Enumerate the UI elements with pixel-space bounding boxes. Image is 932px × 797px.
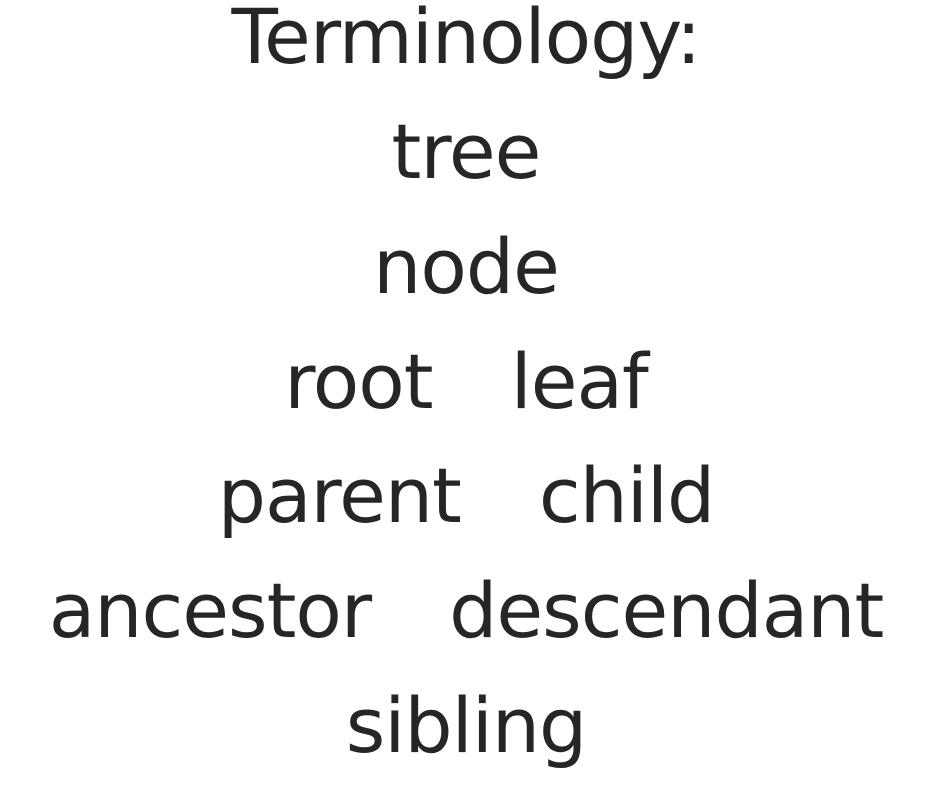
slide-title: Terminology: <box>231 0 702 81</box>
term-line-sibling: sibling <box>0 671 932 781</box>
term-tree: tree <box>391 107 542 196</box>
term-sibling: sibling <box>345 681 588 770</box>
term-root: root <box>284 337 433 426</box>
term-line-tree: tree <box>0 97 932 207</box>
term-node: node <box>373 222 560 311</box>
term-leaf: leaf <box>510 337 649 426</box>
term-line-ancestor-descendant: ancestor descendant <box>0 556 932 666</box>
term-line-node: node <box>0 212 932 322</box>
term-parent: parent <box>217 451 462 540</box>
term-descendant: descendant <box>449 566 884 655</box>
title-line: Terminology: <box>0 0 932 92</box>
term-line-root-leaf: root leaf <box>0 327 932 437</box>
term-ancestor: ancestor <box>48 566 372 655</box>
term-line-parent-child: parent child <box>0 441 932 551</box>
term-child: child <box>538 451 715 540</box>
